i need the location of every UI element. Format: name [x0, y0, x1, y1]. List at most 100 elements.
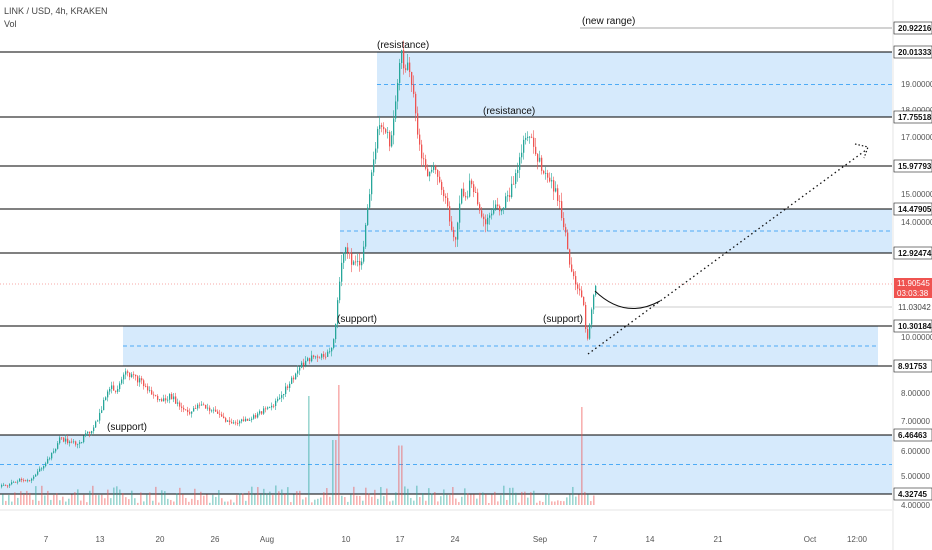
candle-body — [25, 480, 27, 482]
candle-body — [579, 288, 581, 291]
candle-body — [279, 397, 281, 399]
candle-body — [451, 221, 453, 230]
level-tag-label: 17.75518 — [898, 113, 932, 122]
candle-body — [39, 468, 41, 472]
candle-body — [467, 196, 469, 198]
candle-body — [441, 181, 443, 190]
volume-bar — [20, 491, 22, 505]
volume-bar — [170, 499, 172, 505]
candle-body — [521, 152, 523, 158]
candle-body — [1, 484, 3, 487]
level-tag-box — [893, 110, 932, 124]
candle-body — [21, 478, 23, 481]
candle-body — [5, 484, 7, 486]
candle-body — [527, 136, 529, 138]
candle-body — [419, 134, 421, 145]
volume-bar — [209, 502, 211, 505]
volume-bar — [200, 491, 202, 505]
candle-body — [179, 402, 181, 407]
candle-body — [383, 126, 385, 130]
candle-body — [463, 188, 465, 197]
candle-body — [553, 180, 555, 192]
volume-bar — [536, 502, 538, 505]
candle-body — [229, 420, 231, 423]
candle-body — [37, 471, 39, 475]
candle-body — [569, 249, 571, 265]
projection-arrowhead — [854, 143, 869, 159]
candle-body — [89, 431, 91, 434]
volume-bar — [482, 492, 484, 505]
volume-bar — [470, 494, 472, 505]
volume-bar — [569, 494, 571, 505]
candle-body — [241, 419, 243, 422]
candle-body — [407, 62, 409, 70]
candle-body — [61, 437, 63, 439]
candle-body — [161, 399, 163, 402]
candle-body — [137, 376, 139, 383]
candle-body — [93, 427, 95, 432]
volume-bar — [197, 500, 199, 505]
volume-bar — [239, 493, 241, 505]
volume-bar — [584, 491, 586, 505]
candle-body — [153, 394, 155, 396]
candle-body — [591, 309, 593, 325]
volume-bar — [305, 497, 307, 505]
volume-bar — [107, 489, 109, 505]
volume-bar — [146, 494, 148, 505]
y-tick-label: 6.00000 — [901, 447, 930, 456]
secondary-tag-label: 11.03042 — [898, 303, 931, 312]
candle-body — [493, 208, 495, 214]
candle-body — [423, 158, 425, 160]
volume-bar — [374, 489, 376, 505]
candle-body — [375, 148, 377, 160]
candle-body — [551, 180, 553, 182]
volume-bar — [416, 485, 418, 505]
volume-bar — [317, 498, 319, 505]
candle-body — [97, 420, 99, 422]
candle-body — [471, 180, 473, 185]
volume-bar — [95, 495, 97, 505]
candle-body — [317, 356, 319, 358]
candle-body — [175, 396, 177, 404]
projection-curve — [594, 290, 661, 309]
level-tag-box — [893, 487, 932, 501]
candle-body — [583, 296, 585, 305]
volume-bar — [311, 502, 313, 505]
candle-body — [581, 290, 583, 297]
volume-bar — [422, 492, 424, 505]
candle-body — [347, 247, 349, 253]
level-tag-label: 12.92474 — [898, 249, 932, 258]
candle-body — [83, 435, 85, 443]
candle-body — [349, 252, 351, 254]
volume-bar — [218, 490, 220, 505]
volume-bar — [143, 501, 145, 505]
volume-bar — [83, 494, 85, 505]
candle-body — [523, 139, 525, 153]
level-tag-label: 14.47905 — [898, 205, 932, 214]
candle-body — [245, 418, 247, 421]
candle-body — [411, 72, 413, 85]
candle-body — [77, 443, 79, 445]
candle-body — [435, 166, 437, 171]
candle-body — [385, 129, 387, 133]
candle-body — [69, 441, 71, 444]
volume-bar — [359, 495, 361, 505]
candle-body — [545, 173, 547, 174]
volume-bar — [176, 493, 178, 505]
volume-bar — [281, 489, 283, 505]
volume-bar — [233, 502, 235, 505]
candle-body — [525, 137, 527, 140]
volume-bar — [122, 493, 124, 505]
candle-body — [45, 463, 47, 467]
candle-body — [535, 146, 537, 155]
volume-bar — [128, 499, 130, 505]
candle-body — [585, 304, 587, 330]
volume-bar — [110, 498, 112, 505]
candle-body — [195, 408, 197, 409]
volume-bar — [491, 494, 493, 505]
candle-body — [433, 166, 435, 170]
annotation-label: (support) — [107, 422, 147, 433]
candle-body — [203, 404, 205, 406]
